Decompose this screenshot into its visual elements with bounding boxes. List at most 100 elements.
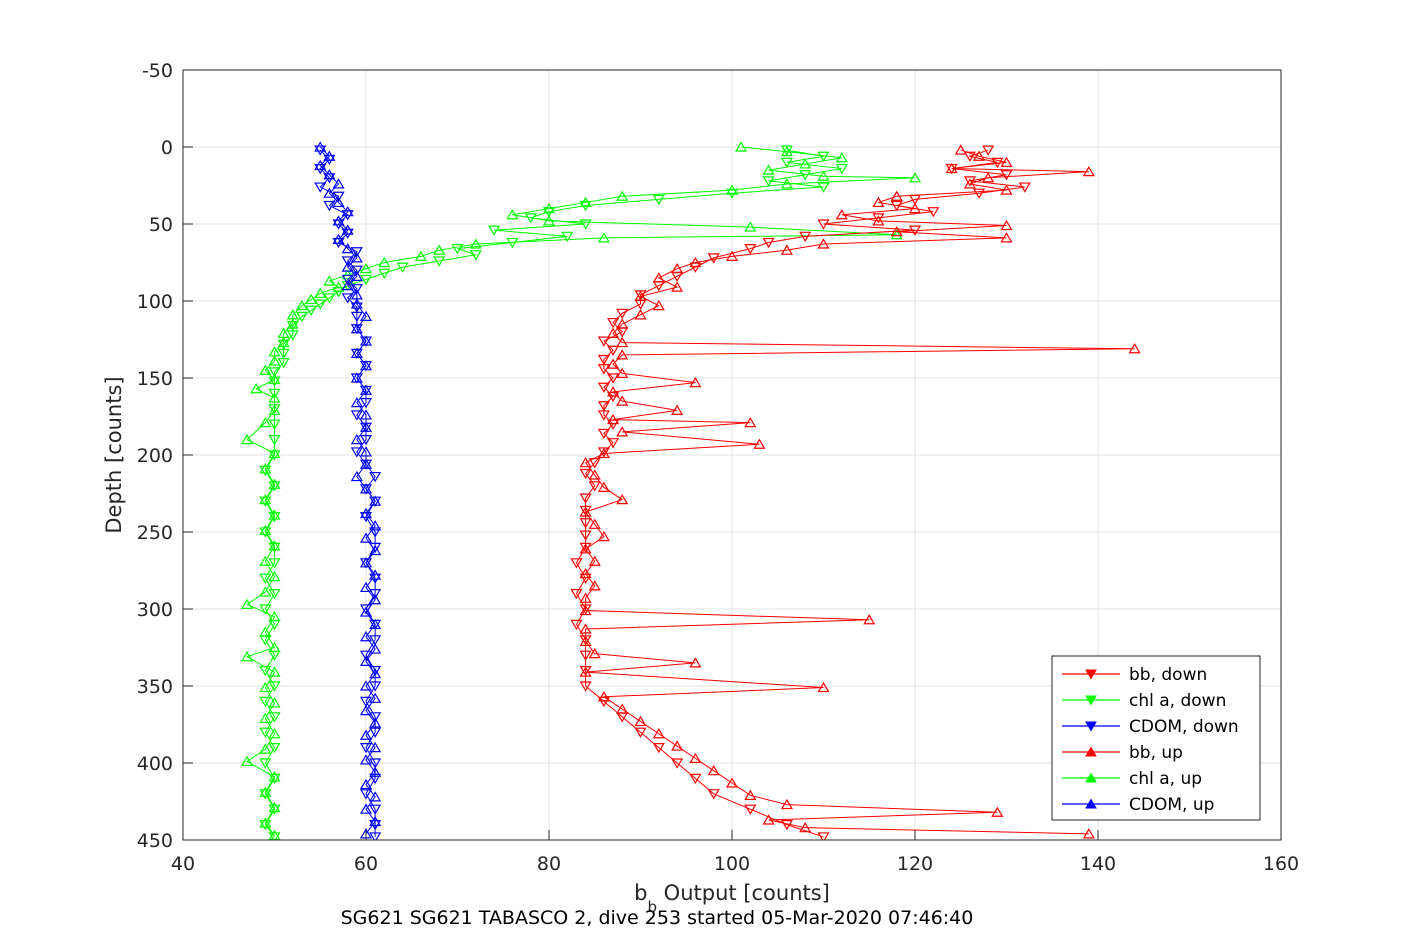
data-point (332, 178, 345, 189)
data-point (250, 383, 263, 394)
data-point (597, 428, 610, 440)
x-axis-label-main: b (634, 881, 647, 905)
data-point (268, 771, 281, 782)
data-point (259, 626, 272, 637)
data-point (259, 786, 272, 797)
legend-swatch-marker (1085, 669, 1097, 680)
data-point (323, 150, 336, 161)
data-point (817, 238, 830, 249)
data-point (369, 588, 382, 600)
data-point (359, 421, 373, 432)
data-point (369, 594, 382, 605)
data-point (332, 191, 345, 202)
data-point (973, 150, 986, 161)
data-point (616, 703, 629, 714)
data-point (369, 791, 382, 802)
series-line (264, 149, 842, 838)
data-point (305, 305, 318, 316)
data-point (369, 471, 382, 483)
data-point (359, 458, 373, 469)
legend-swatch-marker (1085, 798, 1097, 809)
data-point (350, 396, 363, 408)
data-point (314, 159, 327, 171)
data-point (579, 530, 592, 541)
data-point (707, 765, 720, 776)
data-point (359, 335, 373, 346)
data-point (616, 308, 629, 320)
data-point (332, 233, 345, 244)
data-point (607, 317, 620, 329)
data-point (570, 619, 583, 631)
data-point (597, 696, 610, 708)
data-point (350, 284, 363, 295)
data-point (268, 540, 281, 551)
data-point (259, 465, 272, 477)
data-point (314, 299, 327, 310)
data-point (359, 650, 373, 661)
data-point (268, 641, 281, 653)
data-point (634, 290, 647, 301)
data-point (908, 172, 922, 183)
data-point (744, 789, 757, 800)
data-point (259, 712, 272, 723)
data-point (369, 804, 382, 815)
data-point (689, 773, 702, 785)
data-point (780, 157, 793, 169)
y-tick-label: 200 (137, 445, 173, 467)
data-point (241, 598, 254, 609)
data-point (359, 631, 373, 642)
data-point (579, 567, 592, 579)
y-tick-label: 50 (149, 214, 173, 236)
data-point (259, 789, 272, 800)
data-point (359, 398, 373, 409)
data-point (579, 650, 592, 661)
data-point (369, 758, 382, 769)
series-line (245, 146, 916, 836)
data-point (607, 358, 620, 369)
data-point (369, 815, 382, 827)
data-point (817, 182, 830, 193)
data-point (597, 364, 610, 375)
data-point (332, 287, 345, 298)
y-tick-label: 250 (137, 522, 173, 544)
data-point (268, 773, 281, 785)
data-point (607, 419, 620, 430)
x-axis-label: bb Output [counts] (634, 881, 830, 916)
data-point (268, 542, 281, 554)
x-tick-label: 160 (1263, 853, 1299, 875)
data-point (671, 262, 684, 274)
data-point (268, 447, 281, 459)
data-point (414, 250, 427, 261)
data-point (597, 447, 610, 459)
data-point (872, 196, 885, 208)
data-point (268, 712, 281, 723)
data-point (1128, 343, 1141, 354)
data-point (579, 592, 592, 603)
data-point (671, 740, 684, 751)
data-point (359, 606, 373, 617)
data-point (323, 154, 336, 166)
data-point (597, 530, 610, 542)
data-point (323, 293, 336, 304)
data-point (268, 570, 281, 582)
x-tick-label: 40 (171, 853, 195, 875)
data-point (1018, 182, 1031, 193)
data-point (268, 435, 281, 446)
data-point (259, 524, 272, 536)
data-point (341, 293, 354, 304)
series-line (584, 149, 1135, 835)
data-point (652, 194, 665, 206)
data-point (350, 470, 363, 482)
x-tick-label: 140 (1080, 853, 1116, 875)
x-axis-label-rest: Output [counts] (657, 881, 830, 905)
data-point (616, 349, 629, 360)
data-point (268, 804, 281, 815)
data-point (359, 742, 373, 754)
data-point (341, 228, 354, 239)
data-point (597, 232, 610, 243)
data-point (359, 409, 373, 420)
data-point (332, 281, 345, 292)
data-point (314, 145, 327, 156)
data-point (1000, 232, 1013, 243)
data-point (268, 355, 281, 366)
